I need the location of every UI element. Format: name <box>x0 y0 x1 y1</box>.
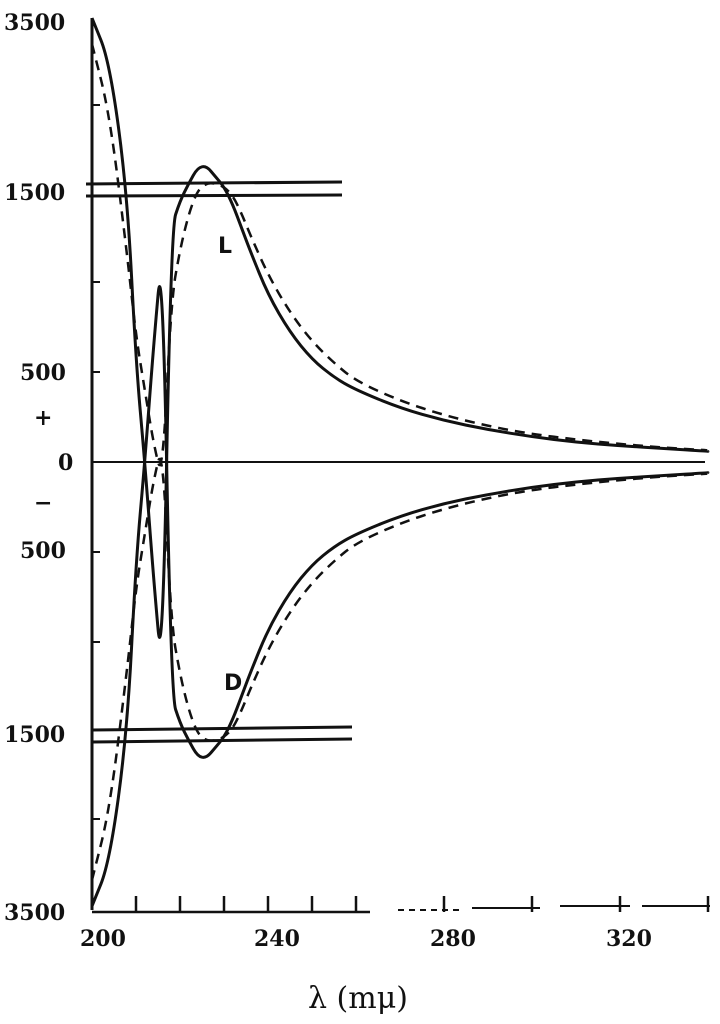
series-D-solid <box>90 285 710 907</box>
y-tick-label-minus: − <box>34 490 52 516</box>
y-tick-label-plus: + <box>34 405 52 431</box>
x-tick-label-240: 240 <box>254 926 300 952</box>
x-tick-label-320: 320 <box>606 926 652 952</box>
x-ticks <box>134 896 710 912</box>
y-tick-label-3500-bottom: 3500 <box>4 900 65 926</box>
y-tick-label-zero: 0 <box>58 450 73 476</box>
y-tick-label-3500-top: 3500 <box>4 10 65 36</box>
x-tick-label-200: 200 <box>80 926 126 952</box>
y-tick-label-500-bottom: 500 <box>20 538 66 564</box>
axis-break-lower-a <box>91 725 353 732</box>
curves <box>90 17 710 907</box>
y-ticks <box>92 104 100 820</box>
curve-label-L: L <box>218 234 232 259</box>
series-D-dashed <box>90 457 710 881</box>
x-tick-label-280: 280 <box>430 926 476 952</box>
axis-break-upper-b <box>85 193 343 198</box>
series-L-solid <box>90 17 710 639</box>
y-tick-label-1500-bottom: 1500 <box>4 722 65 748</box>
y-tick-label-500-top: 500 <box>20 360 66 386</box>
series-L-dashed <box>90 43 710 467</box>
y-tick-label-1500-top: 1500 <box>4 180 65 206</box>
x-axis-title: λ (mμ) <box>308 981 408 1016</box>
curve-label-D: D <box>224 671 242 696</box>
